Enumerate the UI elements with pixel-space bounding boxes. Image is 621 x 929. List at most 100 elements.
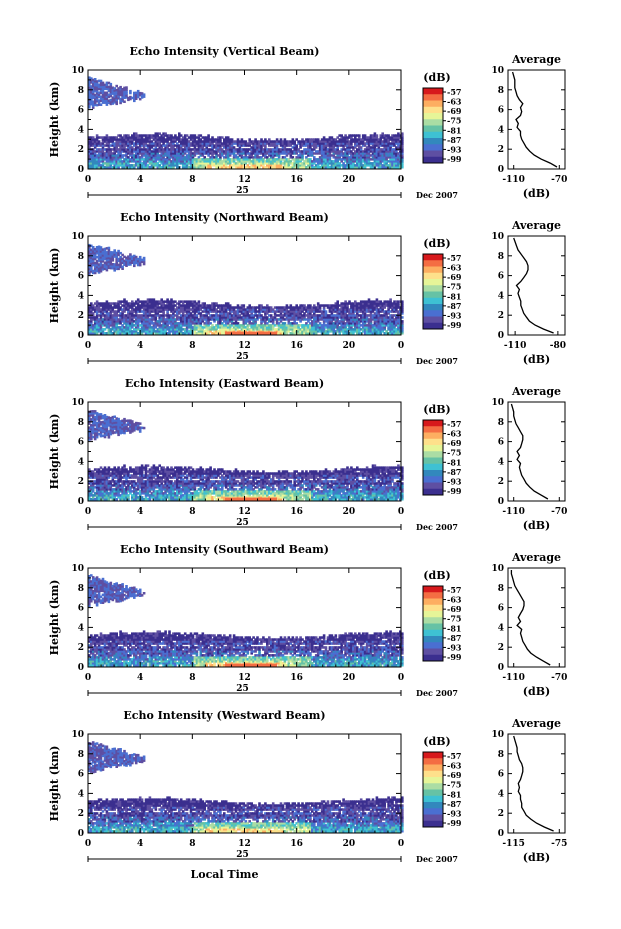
heatmap-cell — [162, 156, 165, 159]
heatmap-cell — [113, 267, 116, 270]
heatmap-cell — [354, 330, 357, 333]
heatmap-cell — [115, 158, 118, 161]
heatmap-cell — [105, 253, 109, 256]
heatmap-cell — [113, 255, 116, 258]
heatmap-cell — [201, 136, 205, 139]
heatmap-cell — [369, 134, 373, 137]
heatmap-cell — [103, 328, 107, 331]
heatmap-cell — [324, 144, 328, 147]
heatmap-cell — [150, 326, 154, 329]
heatmap-cell — [277, 310, 281, 313]
heatmap-cell — [97, 263, 101, 266]
heatmap-cell — [240, 142, 244, 145]
heatmap-cell — [301, 162, 304, 165]
heatmap-cell — [277, 308, 281, 311]
heatmap-cell — [99, 314, 103, 317]
heatmap-cell — [119, 97, 122, 101]
heatmap-cell — [277, 140, 281, 143]
heatmap-cell — [91, 82, 95, 86]
heatmap-cell — [146, 146, 150, 149]
heatmap-cell — [140, 302, 144, 305]
heatmap-cell — [93, 324, 97, 327]
heatmap-cell — [174, 318, 177, 321]
heatmap-cell — [183, 152, 187, 155]
heatmap-cell — [318, 150, 322, 153]
heatmap-cell — [113, 144, 116, 147]
heatmap-cell — [176, 138, 179, 141]
heatmap-cell — [176, 150, 179, 153]
heatmap-cell — [91, 160, 95, 163]
heatmap-cell — [154, 318, 158, 321]
heatmap-cell — [309, 328, 312, 331]
heatmap-cell — [289, 140, 293, 143]
heatmap-cell — [328, 328, 332, 331]
heatmap-cell — [117, 253, 120, 257]
heatmap-cell — [150, 154, 154, 157]
heatmap-cell — [226, 148, 230, 151]
heatmap-cell — [377, 162, 381, 165]
heatmap-cell — [136, 328, 140, 331]
heatmap-cell — [332, 162, 336, 165]
heatmap-cell — [224, 330, 228, 333]
heatmap-cell — [101, 308, 105, 311]
heatmap-cell — [338, 304, 341, 307]
heatmap-cell — [95, 134, 99, 137]
heatmap-cell — [146, 316, 150, 319]
heatmap-cell — [154, 330, 158, 333]
heatmap-cell — [373, 142, 377, 145]
heatmap-cell — [336, 304, 339, 307]
heatmap-cell — [144, 300, 148, 303]
heatmap-cell — [348, 300, 351, 303]
heatmap-cell — [158, 332, 161, 335]
heatmap-cell — [369, 308, 373, 311]
heatmap-cell — [305, 322, 308, 325]
heatmap-cell — [90, 152, 93, 155]
heatmap-cell — [381, 144, 384, 147]
heatmap-cell — [201, 328, 205, 331]
heatmap-cell — [242, 310, 246, 313]
heatmap-cell — [365, 304, 369, 307]
heatmap-cell — [301, 328, 304, 331]
heatmap-cell — [375, 156, 379, 159]
heatmap-cell — [273, 314, 277, 317]
heatmap-cell — [211, 164, 214, 167]
heatmap-cell — [160, 302, 163, 305]
heatmap-cell — [160, 316, 163, 319]
heatmap-cell — [88, 263, 91, 267]
heatmap-cell — [211, 140, 214, 143]
heatmap-cell — [291, 146, 295, 149]
heatmap-cell — [207, 318, 210, 321]
heatmap-cell — [105, 156, 109, 159]
heatmap-cell — [369, 306, 373, 309]
heatmap-cell — [201, 160, 205, 163]
heatmap-cell — [223, 304, 226, 307]
heatmap-cell — [252, 164, 255, 167]
heatmap-cell — [224, 304, 228, 307]
heatmap-cell — [287, 158, 291, 161]
heatmap-cell — [232, 158, 236, 161]
heatmap-cell — [150, 152, 154, 155]
heatmap-cell — [397, 162, 400, 165]
heatmap-cell — [125, 300, 128, 303]
heatmap-cell — [387, 146, 390, 149]
heatmap-cell — [136, 134, 140, 137]
heatmap-cell — [358, 322, 361, 325]
heatmap-cell — [162, 312, 165, 315]
heatmap-cell — [117, 91, 120, 94]
heatmap-cell — [318, 162, 322, 165]
heatmap-cell — [154, 164, 158, 167]
heatmap-cell — [156, 148, 160, 151]
heatmap-cell — [344, 308, 347, 311]
heatmap-cell — [158, 164, 161, 167]
heatmap-cell — [342, 328, 345, 331]
heatmap-cell — [127, 164, 130, 167]
heatmap-cell — [207, 320, 210, 323]
heatmap-cell — [181, 138, 185, 141]
heatmap-cell — [332, 148, 336, 151]
heatmap-cell — [277, 162, 281, 165]
heatmap-cell — [260, 138, 263, 141]
heatmap-cell — [117, 302, 120, 305]
heatmap-cell — [285, 150, 289, 153]
heatmap-cell — [258, 310, 261, 313]
heatmap-cell — [91, 263, 95, 267]
